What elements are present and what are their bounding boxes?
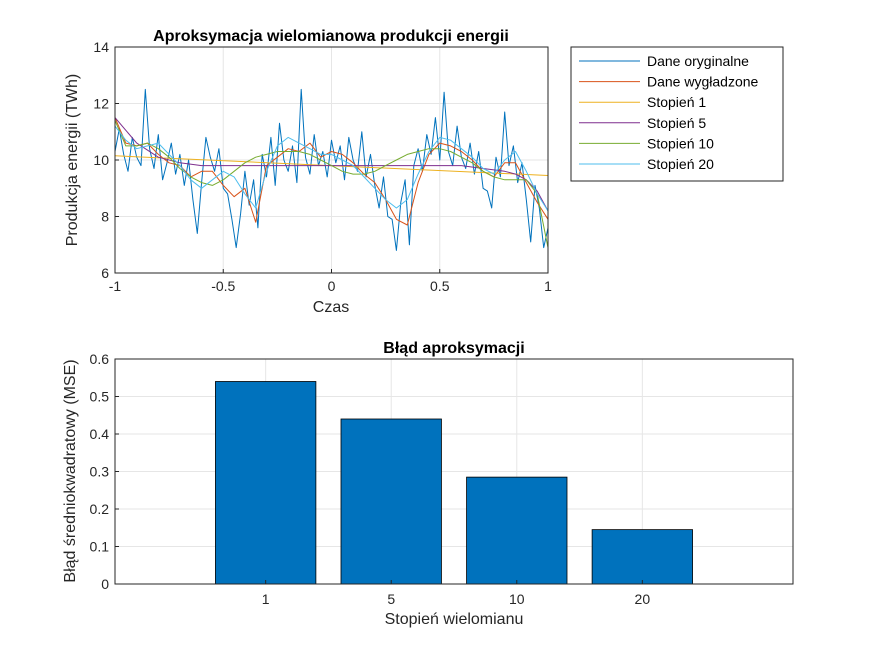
line-chart: -1 -0.5 0 0.5 1 6 8 10 12 14 Aproksymacja wielom… — [64, 28, 784, 316]
line-chart-y-ticks: 6 8 10 12 14 — [93, 39, 119, 281]
line-chart-xlabel: Czas — [313, 299, 349, 316]
y-tick-label: 0.2 — [90, 501, 110, 517]
y-tick-label: 14 — [93, 39, 109, 55]
legend-entry: Dane oryginalne — [647, 53, 749, 69]
series-line-0 — [114, 88, 549, 251]
y-tick-label: 0.6 — [90, 351, 110, 367]
line-chart-title: Aproksymacja wielomianowa produkcji ener… — [153, 28, 509, 45]
legend-entry: Stopień 10 — [647, 135, 714, 151]
y-tick-label: 12 — [93, 96, 109, 112]
series-line-5 — [114, 125, 549, 212]
x-tick-label: 1 — [262, 591, 270, 607]
bar-10 — [466, 476, 568, 585]
line-chart-series — [114, 88, 549, 251]
series-line-4 — [114, 120, 549, 248]
x-tick-label: 0 — [328, 278, 336, 294]
bar-20 — [591, 529, 693, 585]
y-tick-label: 0.5 — [90, 389, 110, 405]
bar-5 — [340, 418, 442, 585]
y-tick-label: 10 — [93, 152, 109, 168]
legend-box — [570, 46, 784, 182]
x-tick-label: 1 — [544, 278, 552, 294]
bar-chart-title: Błąd aproksymacji — [383, 340, 524, 357]
y-tick-label: 0.3 — [90, 464, 110, 480]
bar-chart-bars — [215, 381, 693, 585]
x-tick-label: 20 — [635, 591, 651, 607]
bar-chart-y-ticks: 0 0.1 0.2 0.3 0.4 0.5 0.6 — [90, 351, 119, 592]
x-tick-label: -0.5 — [211, 278, 235, 294]
series-line-1 — [114, 117, 549, 226]
y-tick-label: 8 — [101, 209, 109, 225]
line-chart-grid — [114, 46, 549, 274]
legend-entry: Stopień 1 — [647, 94, 706, 110]
line-chart-ylabel: Produkcja energii (TWh) — [64, 74, 81, 247]
x-tick-label: -1 — [109, 278, 122, 294]
line-chart-legend: Dane oryginalne Dane wygładzone Stopień 1 S… — [570, 46, 784, 182]
y-tick-label: 0 — [101, 576, 109, 592]
line-chart-x-ticks: -1 -0.5 0 0.5 1 — [109, 269, 552, 294]
y-tick-label: 0.4 — [90, 426, 110, 442]
bar-chart-xlabel: Stopień wielomianu — [385, 611, 524, 628]
bar-chart-x-ticks: 1 5 10 20 — [262, 580, 651, 607]
y-tick-label: 6 — [101, 265, 109, 281]
legend-entry: Stopień 20 — [647, 156, 714, 172]
bar-chart-ylabel: Błąd średniokwadratowy (MSE) — [62, 359, 79, 582]
x-tick-label: 10 — [509, 591, 525, 607]
bar-1 — [215, 381, 317, 585]
x-tick-label: 0.5 — [430, 278, 450, 294]
bar-chart: 1 5 10 20 0 0.1 0.2 0.3 0.4 0.5 0.6 Błąd aproksym… — [62, 340, 794, 628]
legend-entry: Dane wygładzone — [647, 74, 759, 90]
x-tick-label: 5 — [387, 591, 395, 607]
y-tick-label: 0.1 — [90, 539, 110, 555]
legend-entry: Stopień 5 — [647, 115, 706, 131]
